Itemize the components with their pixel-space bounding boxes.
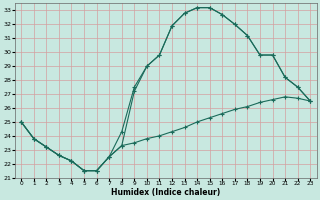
X-axis label: Humidex (Indice chaleur): Humidex (Indice chaleur)	[111, 188, 220, 197]
